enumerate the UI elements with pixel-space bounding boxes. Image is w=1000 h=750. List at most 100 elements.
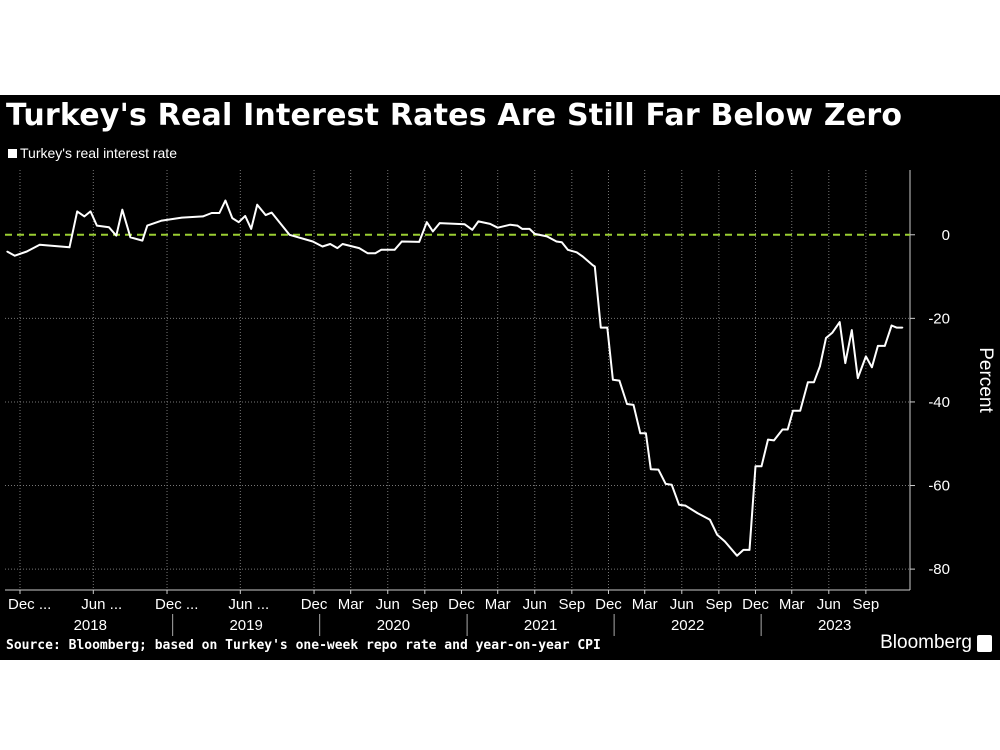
data-point [244,215,246,217]
data-point [781,428,784,431]
data-point [96,224,98,227]
data-point [141,239,144,242]
data-point [606,326,609,329]
x-tick-label: Dec [742,596,769,613]
data-point [850,329,853,331]
data-point [68,246,71,249]
data-point [831,331,834,334]
data-point [593,265,596,268]
data-point [312,240,314,243]
data-point [684,504,687,507]
year-label: 2018 [74,617,107,634]
data-point [76,210,78,213]
data-point [160,219,163,222]
year-label: 2023 [818,617,851,634]
data-point [528,228,531,230]
data-point [393,249,396,251]
data-point [321,245,324,248]
data-point [13,254,16,257]
bloomberg-logo: Bloomberg [880,632,992,654]
x-tick-label: Mar [338,596,364,613]
x-tick-label: Jun ... [81,596,122,613]
data-point [374,252,377,254]
data-point [696,512,699,514]
data-point [489,223,491,225]
data-point [432,230,434,233]
data-point [237,221,240,224]
data-point [819,365,821,368]
data-point [618,379,621,382]
data-point [477,220,480,223]
data-point [566,249,569,251]
data-point [329,243,331,245]
source-note: Source: Bloomberg; based on Turkey's one… [6,638,601,653]
data-point [838,321,841,323]
data-point [516,224,519,227]
data-point [581,255,584,258]
data-point [632,404,635,406]
data-point [865,355,867,358]
data-point [533,233,536,235]
data-point [426,221,428,224]
data-point [336,247,339,249]
year-label: 2021 [524,617,557,634]
y-tick-label: -60 [928,478,950,495]
x-tick-label: Jun [817,596,841,613]
data-point [496,226,499,229]
x-tick-label: Dec [448,596,475,613]
data-point [546,235,548,238]
data-point [575,251,578,254]
data-point [901,326,904,329]
data-point [224,199,227,202]
x-tick-label: Sep [853,596,880,613]
data-point [786,428,789,431]
data-point [877,345,879,347]
data-point [146,224,149,227]
legend-swatch [8,148,17,158]
data-point [270,211,273,214]
data-point [736,554,738,557]
data-point [649,468,652,471]
data-point [857,377,859,379]
data-point [438,222,441,224]
year-label: 2022 [671,617,704,634]
data-point [6,250,8,253]
data-point [724,540,726,543]
x-tick-label: Mar [485,596,511,613]
data-point [612,378,614,381]
data-point [264,214,267,216]
y-tick-label: -80 [928,561,950,578]
year-label: 2019 [229,617,262,634]
data-point [742,549,745,551]
data-point [657,468,660,471]
data-point [748,549,751,551]
data-point [678,503,680,506]
data-point [358,247,360,249]
data-point [709,518,711,521]
x-tick-label: Sep [558,596,585,613]
x-tick-label: Jun [523,596,547,613]
data-point [670,483,673,486]
data-point [401,240,403,243]
chart-title: Turkey's Real Interest Rates Are Still F… [6,98,903,133]
x-tick-label: Dec ... [155,596,198,613]
data-point [626,403,628,405]
legend: Turkey's real interest rate [8,145,177,161]
data-point [883,345,886,347]
data-point [121,208,124,211]
data-point [26,250,28,253]
y-tick-label: -20 [928,310,950,327]
x-tick-label: Jun ... [228,596,269,613]
data-point [844,362,847,364]
data-point [129,236,132,239]
data-point [202,215,204,218]
x-tick-label: Dec [595,596,622,613]
data-point [89,210,92,213]
x-tick-label: Jun [376,596,400,613]
data-point [250,228,253,230]
data-point [760,465,763,468]
data-point [210,212,213,214]
data-point [471,228,474,231]
x-tick-label: Dec [301,596,328,613]
